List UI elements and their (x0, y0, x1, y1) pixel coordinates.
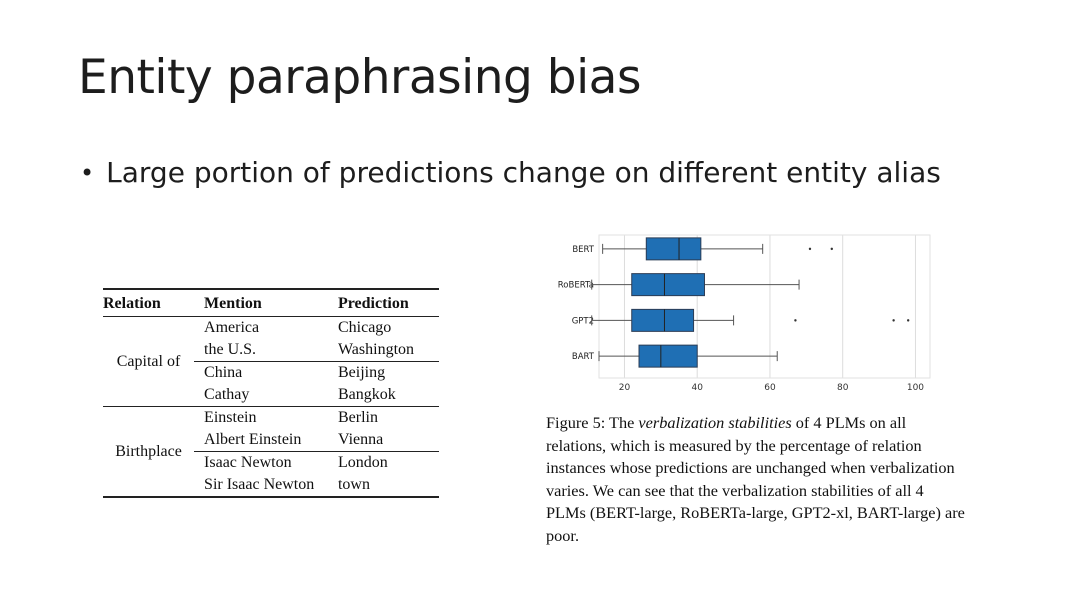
prediction-cell: Washington (337, 339, 439, 362)
box-bert (645, 237, 702, 261)
category-label: RoBERTa (558, 281, 594, 291)
caption-text: of 4 PLMs on all relations, which is mea… (546, 413, 965, 545)
box-gpt2 (631, 308, 695, 332)
table-row: China Beijing (103, 362, 439, 385)
x-tick-label: 80 (837, 383, 849, 393)
box-bart (638, 344, 698, 368)
caption-emphasis: verbalization stabilities (638, 413, 792, 432)
figure-caption: Figure 5: The verbalization stabilities … (546, 412, 966, 548)
table-row: Albert Einstein Vienna (103, 429, 439, 452)
outlier-point (892, 319, 895, 322)
mention-cell: Einstein (204, 409, 257, 426)
category-label: BERT (572, 245, 594, 255)
outlier-point (906, 319, 910, 322)
mention-cell: Cathay (194, 384, 338, 407)
x-tick-label: 40 (691, 383, 703, 393)
header-prediction: Prediction (337, 288, 439, 317)
table-row: Isaac Newton London (103, 452, 439, 475)
box-roberta (631, 273, 705, 297)
mention-cell: Isaac Newton (204, 454, 292, 471)
bullet-dot-icon: • (80, 158, 95, 187)
prediction-cell: Beijing (337, 364, 386, 381)
entity-alias-table: Relation Mention Prediction Capital of A… (103, 288, 439, 498)
prediction-cell: Chicago (337, 319, 392, 336)
header-mention: Mention (194, 288, 338, 317)
mention-cell: Albert Einstein (194, 429, 338, 452)
prediction-cell: town (337, 474, 439, 498)
prediction-cell: Vienna (337, 429, 439, 452)
caption-prefix: Figure 5: The (546, 413, 639, 432)
mention-cell: Sir Isaac Newton (194, 474, 338, 498)
outlier-point (830, 247, 833, 251)
category-label: GPT2 (572, 316, 594, 326)
prediction-cell: Berlin (337, 409, 378, 426)
outlier-point (808, 247, 812, 251)
bullet-point: • Large portion of predictions change on… (80, 156, 941, 189)
mention-cell: America (204, 319, 260, 336)
prediction-cell: London (337, 454, 388, 471)
plot-frame (598, 234, 931, 379)
category-label: BART (572, 352, 595, 362)
relation-cell: Capital of (103, 316, 195, 407)
mention-cell: China (204, 364, 243, 381)
x-tick-label: 60 (764, 383, 776, 393)
table-row: Capital of America Chicago (103, 316, 439, 407)
table-row: Sir Isaac Newton town (103, 474, 439, 498)
x-tick-label: 20 (619, 383, 631, 393)
table-row: the U.S. Washington (103, 339, 439, 362)
boxplot-svg: 20 40 60 80 100 BERT RoBERTa GPT2 BART (558, 234, 931, 393)
x-tick-label: 100 (907, 383, 924, 393)
bullet-text: Large portion of predictions change on d… (106, 156, 941, 189)
relation-cell: Birthplace (103, 406, 195, 498)
slide-title: Entity paraphrasing bias (78, 50, 641, 105)
prediction-cell: Bangkok (337, 384, 439, 407)
table-row: Cathay Bangkok (103, 384, 439, 407)
mention-cell: the U.S. (194, 339, 338, 362)
table-row: Birthplace Einstein Berlin (103, 406, 439, 498)
verbalization-stability-boxplot: 20 40 60 80 100 BERT RoBERTa GPT2 BART (548, 228, 938, 400)
outlier-point (794, 319, 797, 322)
header-relation: Relation (103, 288, 195, 317)
